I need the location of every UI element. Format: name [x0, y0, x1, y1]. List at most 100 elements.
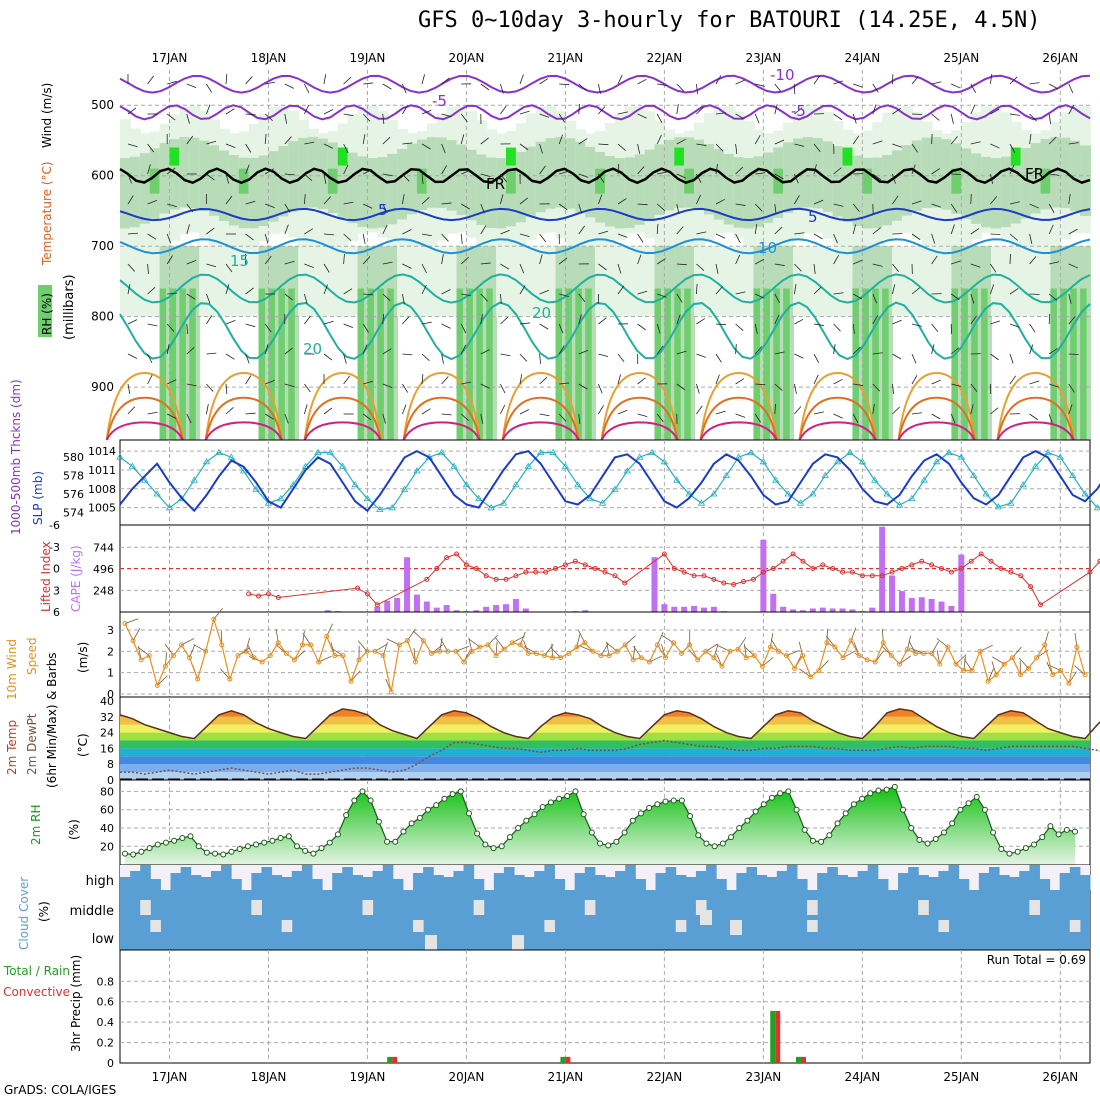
- wind-barb: [813, 411, 824, 415]
- wind-barb: [911, 412, 922, 415]
- wind-barb: [147, 287, 156, 295]
- cloud-high-cell: [706, 865, 717, 890]
- rh-tick: 60: [100, 804, 114, 817]
- rh-band: [1030, 142, 1042, 214]
- rh-band: [862, 288, 869, 440]
- rh-point: [212, 850, 219, 857]
- rh-band: [120, 246, 131, 317]
- cloud-high-cell: [1079, 875, 1091, 890]
- rh-band: [654, 144, 666, 215]
- wind-barb: [892, 353, 902, 360]
- warm-contour: [798, 396, 877, 441]
- li-tick: -6: [49, 519, 60, 532]
- thickness-point: [945, 448, 953, 455]
- wind-point: [461, 659, 467, 665]
- wind-barb: [794, 263, 802, 272]
- wind-barb: [539, 413, 550, 417]
- wind-point: [929, 650, 935, 656]
- wind-barb: [441, 202, 452, 205]
- thickness-point: [623, 467, 631, 474]
- wind-barb: [500, 383, 506, 394]
- thickness-point: [363, 494, 372, 501]
- wind-barb: [715, 353, 722, 363]
- rh-band: [1030, 246, 1042, 317]
- wind-barb: [735, 166, 744, 175]
- rh-band: [595, 246, 606, 317]
- cape-bar: [443, 605, 450, 612]
- li-point: [780, 558, 786, 564]
- footer-credit: GrADS: COLA/IGES: [4, 1083, 117, 1097]
- warm-contour: [996, 396, 1075, 441]
- wind-point: [501, 646, 507, 652]
- rh-point: [130, 851, 137, 858]
- rh-point: [801, 826, 808, 833]
- li-point: [444, 555, 450, 561]
- wind-barb: [833, 413, 843, 419]
- rh-point: [859, 795, 866, 802]
- li-point: [424, 576, 430, 582]
- wind-barb: [539, 289, 550, 295]
- wind-barb: [402, 105, 408, 115]
- wind-point: [533, 650, 539, 656]
- cape-bar: [473, 610, 480, 612]
- cape-bar: [522, 608, 529, 612]
- temp-band: [120, 748, 1090, 757]
- wind-barb: [853, 83, 863, 88]
- cloud-high-cell: [524, 877, 535, 890]
- rh-band: [1020, 246, 1032, 317]
- thickness-point: [932, 458, 941, 465]
- wind-barb: [872, 83, 879, 93]
- li-point: [671, 566, 677, 571]
- rh-point: [154, 841, 161, 848]
- warm-contour: [600, 421, 679, 441]
- rh-band: [882, 154, 894, 226]
- rh-band: [179, 288, 186, 440]
- cloud-high-cell: [786, 865, 798, 890]
- cloud-high-cell: [433, 875, 444, 890]
- rh-point: [793, 806, 800, 813]
- wind-point: [380, 653, 386, 659]
- rh-band: [377, 288, 384, 440]
- wind-barb: [892, 383, 895, 394]
- rh-band: [268, 151, 280, 222]
- wind-point: [703, 648, 709, 654]
- wind-point: [170, 653, 176, 659]
- day-label-top: 24JAN: [844, 51, 880, 65]
- wind-point: [792, 665, 798, 671]
- rh-band: [347, 152, 359, 224]
- cloud-high-cell: [473, 879, 485, 890]
- cloud-mid-gap: [1029, 900, 1040, 915]
- rh-band: [486, 157, 498, 228]
- rh-point: [1072, 828, 1078, 835]
- wind-barb: [911, 353, 917, 364]
- wind-barb: [794, 143, 805, 147]
- wind-barb: [1049, 173, 1060, 176]
- thickness-point: [314, 448, 322, 455]
- wind-barb: [460, 203, 470, 210]
- slp-tick: 1011: [88, 464, 116, 477]
- rh-point: [908, 824, 915, 831]
- wind-barb: [637, 254, 642, 265]
- wind-point: [154, 682, 160, 688]
- li-point: [968, 558, 974, 564]
- rh-band: [486, 288, 493, 440]
- wind-barb: [539, 113, 550, 118]
- wind-barb: [970, 173, 979, 181]
- wind-barb: [911, 287, 921, 295]
- li-point: [364, 591, 370, 597]
- wind-barb: [186, 135, 194, 145]
- wind-barb: [343, 254, 345, 265]
- wind-barb: [813, 164, 817, 175]
- wind-point: [541, 653, 547, 659]
- thickness-point: [710, 490, 718, 497]
- rh-band: [674, 288, 681, 440]
- li-point: [889, 569, 895, 575]
- wind-barb: [460, 256, 469, 265]
- wind-barb: [421, 196, 430, 205]
- warm-contour: [303, 421, 382, 441]
- wind-barb: [872, 227, 881, 235]
- cloud-high-cell: [615, 871, 626, 890]
- wind-barb: [735, 79, 745, 85]
- rh-point: [940, 829, 947, 836]
- wind-barb: [284, 173, 295, 176]
